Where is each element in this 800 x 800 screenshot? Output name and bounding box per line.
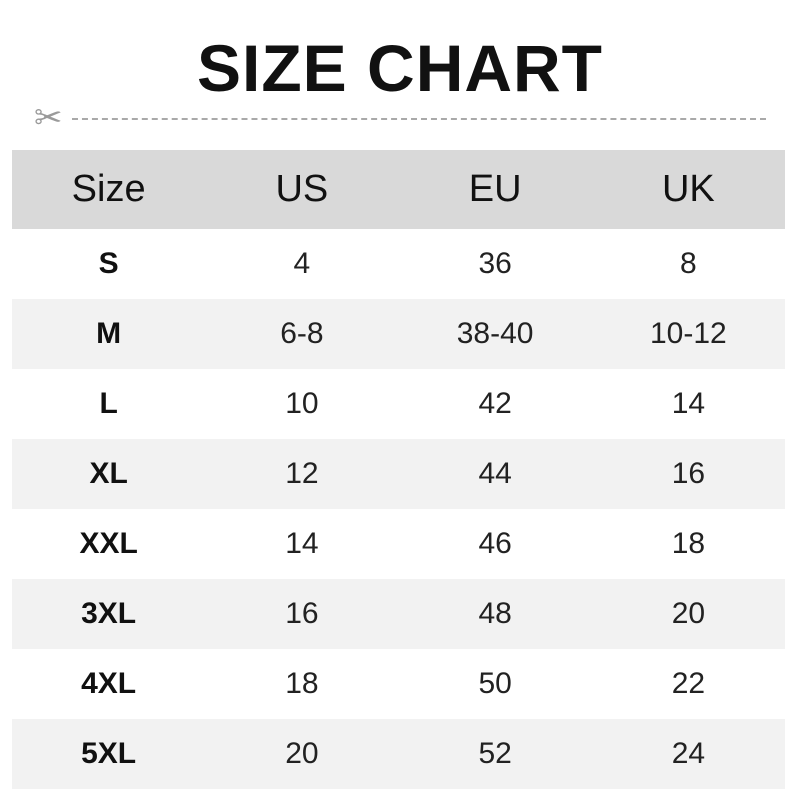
size-label-cell: 3XL bbox=[12, 579, 206, 649]
size-label-cell: XL bbox=[12, 439, 206, 509]
size-value-cell: 12 bbox=[205, 439, 399, 509]
size-value-cell: 10 bbox=[285, 387, 319, 420]
size-table: Size US EU UK S 4 36 8 M 6-8 38-40 10-12 L 10 42 14… bbox=[12, 150, 785, 789]
table-row: L 10 42 14 bbox=[12, 369, 785, 439]
size-label-cell: S bbox=[98, 247, 119, 280]
size-value-cell: 16 bbox=[205, 579, 399, 649]
size-value-cell: 8 bbox=[680, 247, 697, 280]
size-value-cell: 14 bbox=[671, 387, 706, 420]
size-value-cell: 42 bbox=[478, 387, 512, 420]
column-header: US bbox=[205, 150, 399, 229]
cut-line: ✂ bbox=[34, 99, 774, 137]
table-row: M 6-8 38-40 10-12 bbox=[12, 299, 785, 369]
table-row: 3XL 16 48 20 bbox=[12, 579, 785, 649]
size-value-cell: 36 bbox=[478, 247, 512, 280]
size-value-cell: 14 bbox=[285, 527, 319, 560]
column-header: EU bbox=[398, 150, 592, 229]
size-value-cell: 38-40 bbox=[398, 299, 592, 369]
size-value-cell: 24 bbox=[591, 719, 785, 789]
column-header: UK bbox=[591, 150, 785, 229]
size-value-cell: 18 bbox=[285, 667, 319, 700]
size-value-cell: 6-8 bbox=[205, 299, 399, 369]
size-label-cell: L bbox=[99, 387, 118, 420]
table-row: 4XL 18 50 22 bbox=[12, 649, 785, 719]
size-value-cell: 20 bbox=[591, 579, 785, 649]
size-value-cell: 16 bbox=[591, 439, 785, 509]
size-value-cell: 48 bbox=[398, 579, 592, 649]
table-row: XL 12 44 16 bbox=[12, 439, 785, 509]
table-row: 5XL 20 52 24 bbox=[12, 719, 785, 789]
dashed-divider bbox=[72, 118, 766, 120]
size-value-cell: 18 bbox=[671, 527, 706, 560]
size-label-cell: 5XL bbox=[12, 719, 206, 789]
header-row: Size US EU UK bbox=[12, 150, 785, 229]
size-value-cell: 10-12 bbox=[591, 299, 785, 369]
column-header: Size bbox=[12, 150, 206, 229]
size-label-cell: XXL bbox=[79, 527, 138, 560]
size-value-cell: 20 bbox=[205, 719, 399, 789]
table-row: S 4 36 8 bbox=[12, 229, 785, 299]
size-value-cell: 4 bbox=[293, 247, 311, 280]
size-value-cell: 46 bbox=[478, 527, 512, 560]
size-label-cell: M bbox=[12, 299, 206, 369]
table-row: XXL 14 46 18 bbox=[12, 509, 785, 579]
page-title: SIZE CHART bbox=[197, 31, 603, 105]
scissors-icon: ✂ bbox=[34, 99, 63, 137]
size-label-cell: 4XL bbox=[81, 667, 137, 700]
size-value-cell: 50 bbox=[478, 667, 512, 700]
size-value-cell: 44 bbox=[398, 439, 592, 509]
size-value-cell: 52 bbox=[398, 719, 592, 789]
size-value-cell: 22 bbox=[671, 667, 706, 700]
